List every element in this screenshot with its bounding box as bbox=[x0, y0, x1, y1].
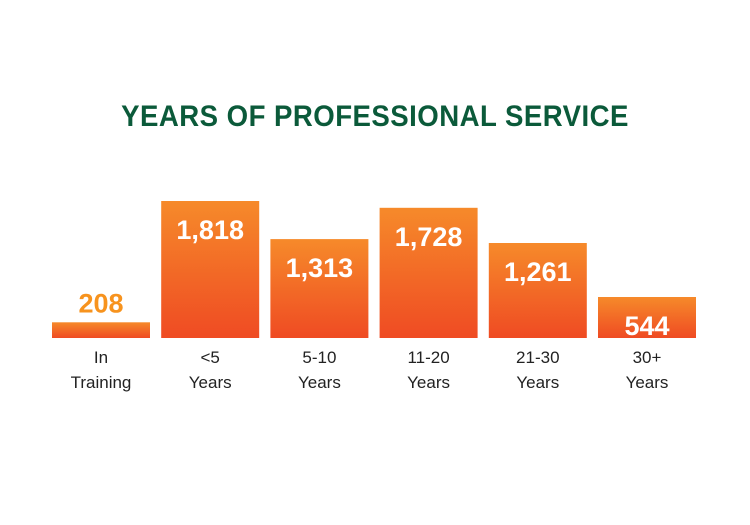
value-label-4: 1,261 bbox=[504, 257, 572, 287]
category-label-4-line-0: 21-30 bbox=[516, 348, 559, 367]
category-label-5-line-0: 30+ bbox=[633, 348, 662, 367]
category-label-2-line-1: Years bbox=[298, 373, 341, 392]
value-label-1: 1,818 bbox=[176, 215, 244, 245]
bar-3 bbox=[379, 207, 478, 338]
bar-1 bbox=[161, 201, 260, 338]
chart-title: YEARS OF PROFESSIONAL SERVICE bbox=[121, 100, 629, 133]
category-label-3-line-1: Years bbox=[407, 373, 450, 392]
bar-0 bbox=[52, 322, 150, 338]
value-label-2: 1,313 bbox=[286, 253, 354, 283]
value-label-5: 544 bbox=[624, 311, 669, 341]
category-label-0-line-1: Training bbox=[71, 373, 132, 392]
bar-4 bbox=[488, 243, 587, 338]
bar-5 bbox=[598, 297, 696, 338]
value-label-0: 208 bbox=[78, 288, 123, 318]
category-label-0-line-0: In bbox=[94, 348, 108, 367]
category-label-1-line-0: <5 bbox=[201, 348, 220, 367]
category-label-4-line-1: Years bbox=[516, 373, 559, 392]
category-label-3-line-0: 11-20 bbox=[407, 348, 449, 367]
category-label-2-line-0: 5-10 bbox=[302, 348, 336, 367]
bar-2 bbox=[270, 239, 369, 338]
value-label-3: 1,728 bbox=[395, 222, 463, 252]
category-label-5-line-1: Years bbox=[626, 373, 669, 392]
category-label-1-line-1: Years bbox=[189, 373, 232, 392]
